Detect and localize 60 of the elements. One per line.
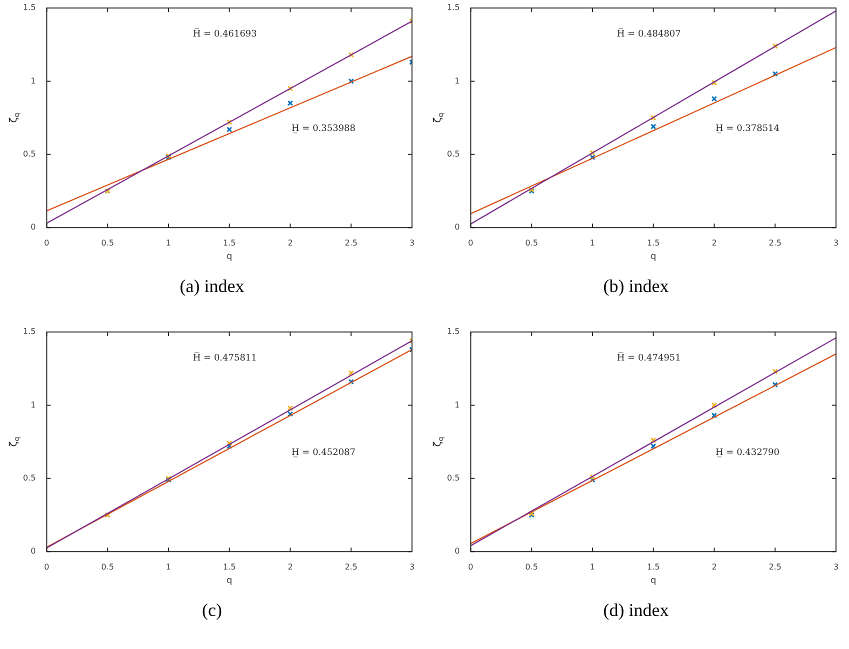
x-tick-label: 0 bbox=[468, 238, 474, 248]
y-tick-label: 0.5 bbox=[22, 149, 36, 158]
x-axis-title: q bbox=[226, 576, 232, 586]
annotation: H̅ = 0.461693 bbox=[192, 28, 258, 40]
y-tick-label: 0 bbox=[30, 546, 36, 556]
x-tick-label: 2.5 bbox=[344, 238, 358, 248]
y-tick-label: 1.5 bbox=[22, 327, 36, 336]
y-tick-label: 1.5 bbox=[446, 3, 460, 12]
y-tick-label: 1 bbox=[30, 400, 36, 410]
x-tick-label: 2 bbox=[288, 562, 293, 572]
x-tick-label: 3 bbox=[409, 238, 415, 248]
x-tick-label: 1.5 bbox=[646, 238, 660, 248]
y-tick-label: 0 bbox=[454, 546, 460, 556]
x-tick-label: 1 bbox=[166, 562, 172, 572]
x-tick-label: 2 bbox=[288, 238, 293, 248]
y-tick-label: 1 bbox=[30, 76, 36, 86]
x-tick-label: 0 bbox=[468, 562, 474, 572]
x-tick-label: 0 bbox=[44, 238, 50, 248]
x-tick-label: 0.5 bbox=[101, 238, 114, 248]
x-axis-title: q bbox=[650, 252, 656, 262]
x-tick-label: 2.5 bbox=[768, 238, 782, 248]
annotation: H̅ = 0.484807 bbox=[616, 28, 682, 40]
y-tick-label: 0.5 bbox=[22, 473, 36, 482]
y-tick-label: 0 bbox=[30, 222, 36, 232]
x-tick-label: 2.5 bbox=[768, 562, 782, 572]
annotation: H̲ = 0.432790 bbox=[715, 448, 780, 458]
x-tick-label: 3 bbox=[833, 238, 839, 248]
x-tick-label: 0 bbox=[44, 562, 50, 572]
text: (d) index bbox=[602, 600, 670, 621]
annotation: H̅ = 0.474951 bbox=[616, 352, 681, 364]
text: (b) index bbox=[602, 276, 670, 297]
x-tick-label: 0.5 bbox=[525, 238, 538, 248]
y-tick-label: 1.5 bbox=[22, 3, 36, 12]
x-tick-label: 1.5 bbox=[646, 562, 660, 572]
annotation: H̲ = 0.378514 bbox=[715, 124, 780, 134]
x-tick-label: 1.5 bbox=[222, 562, 236, 572]
x-tick-label: 2 bbox=[712, 238, 717, 248]
y-tick-label: 0 bbox=[454, 222, 460, 232]
x-tick-label: 1 bbox=[590, 562, 596, 572]
x-tick-label: 1 bbox=[590, 238, 596, 248]
x-tick-label: 2.5 bbox=[344, 562, 358, 572]
x-tick-label: 0.5 bbox=[525, 562, 538, 572]
y-tick-label: 1 bbox=[454, 76, 460, 86]
y-tick-label: 1 bbox=[454, 400, 460, 410]
x-tick-label: 1.5 bbox=[222, 238, 236, 248]
annotation: H̅ = 0.475811 bbox=[192, 352, 257, 364]
x-axis-title: q bbox=[650, 576, 656, 586]
annotation: H̲ = 0.452087 bbox=[291, 448, 356, 458]
y-tick-label: 0.5 bbox=[446, 473, 460, 482]
y-tick-label: 1.5 bbox=[446, 327, 460, 336]
x-tick-label: 0.5 bbox=[101, 562, 114, 572]
annotation: H̲ = 0.353988 bbox=[291, 124, 356, 134]
y-tick-label: 0.5 bbox=[446, 149, 460, 158]
x-tick-label: 3 bbox=[409, 562, 415, 572]
x-axis-title: q bbox=[226, 252, 232, 262]
x-tick-label: 2 bbox=[712, 562, 717, 572]
x-tick-label: 3 bbox=[833, 562, 839, 572]
text: (a) index bbox=[178, 276, 246, 297]
x-tick-label: 1 bbox=[166, 238, 172, 248]
text: (c) bbox=[201, 600, 223, 621]
